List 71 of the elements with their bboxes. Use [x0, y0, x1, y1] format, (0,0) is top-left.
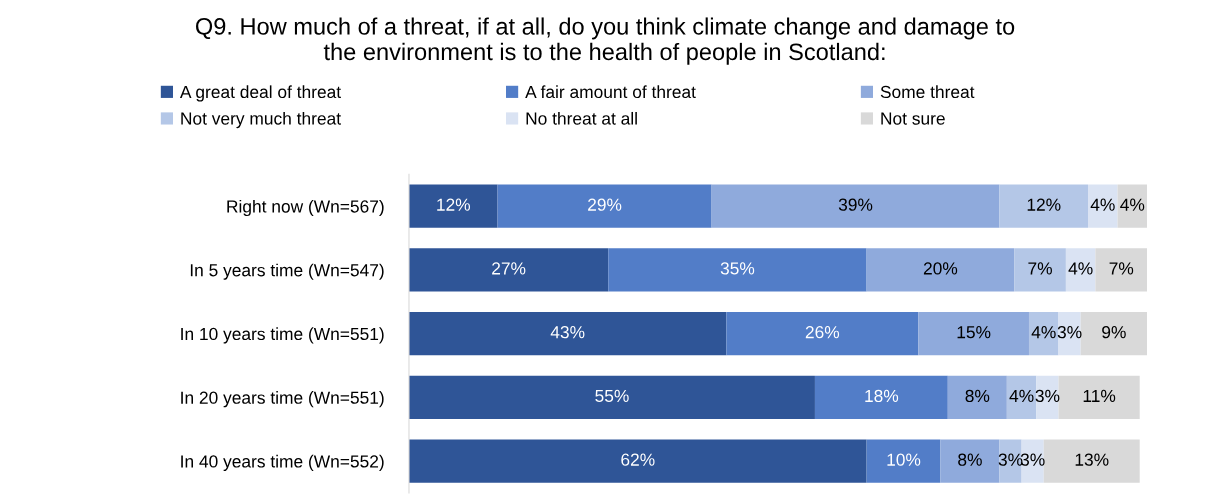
data-label: 8%	[958, 453, 982, 466]
bar	[1058, 375, 1140, 420]
bar	[1006, 375, 1037, 420]
data-label: 10%	[887, 453, 921, 466]
chart-title: Q9. How much of a threat, if at all, do you think climate change and damage to the environment is to the health of people in Scotland:	[196, 17, 1015, 65]
bar	[947, 375, 1007, 420]
data-label: 13%	[1075, 453, 1109, 466]
bar	[1088, 184, 1118, 228]
legend-label: No threat at all	[526, 111, 637, 125]
bar	[408, 375, 815, 420]
legend-label: Not sure	[881, 112, 945, 125]
data-label: 7%	[1028, 262, 1052, 275]
data-label: 4%	[1031, 326, 1056, 339]
y-tick-label: In 40 years time (Wn=552)	[181, 454, 384, 472]
data-label: 43%	[550, 326, 585, 339]
data-label: 4%	[1120, 198, 1145, 211]
data-label: 62%	[621, 453, 655, 466]
bar	[726, 311, 919, 356]
legend-label: Not very much threat	[181, 111, 341, 129]
bar	[999, 184, 1089, 228]
data-label: 20%	[923, 262, 958, 275]
data-label: 26%	[805, 326, 840, 339]
legend-label: A fair amount of threat	[525, 85, 696, 99]
bar	[1028, 311, 1059, 356]
y-tick-label: In 5 years time (Wn=547)	[190, 263, 384, 280]
bar	[866, 439, 941, 483]
bar	[1043, 439, 1140, 483]
bar	[1036, 375, 1059, 420]
bar	[608, 248, 867, 292]
bar	[408, 311, 727, 356]
bar	[1021, 439, 1044, 483]
data-label: 29%	[588, 198, 622, 211]
bar	[497, 184, 712, 228]
bar	[1014, 248, 1066, 292]
bar	[408, 184, 498, 228]
bar	[1117, 184, 1148, 228]
bar	[999, 439, 1022, 483]
data-label: 15%	[957, 326, 991, 339]
data-label: 11%	[1083, 389, 1116, 402]
data-label: 55%	[595, 389, 629, 403]
data-label: 9%	[1102, 326, 1126, 339]
data-label: 3%	[998, 453, 1023, 466]
data-label: 27%	[492, 262, 526, 275]
data-label: 12%	[437, 198, 471, 211]
bar	[866, 248, 1015, 292]
bar	[711, 184, 1000, 228]
data-label: 4%	[1009, 389, 1034, 402]
data-label: 7%	[1109, 262, 1134, 275]
bar	[1080, 311, 1148, 356]
data-label: 3%	[1035, 389, 1060, 403]
data-label: 35%	[720, 262, 755, 275]
legend-label: Some threat	[880, 85, 975, 99]
bar	[408, 439, 867, 483]
y-tick-label: In 10 years time (Wn=551)	[181, 327, 384, 344]
data-label: 12%	[1027, 198, 1061, 211]
legend-label: A great deal of threat	[179, 85, 341, 102]
bar	[1065, 248, 1096, 292]
bar	[814, 375, 948, 420]
data-label: 39%	[838, 198, 873, 211]
bar	[918, 311, 1029, 356]
bar	[408, 248, 609, 292]
bar	[1095, 248, 1148, 292]
data-label: 18%	[865, 389, 899, 403]
y-tick-label: In 20 years time (Wn=551)	[181, 391, 384, 408]
bar	[940, 439, 1000, 483]
data-label: 3%	[1020, 453, 1045, 466]
data-label: 8%	[965, 389, 990, 403]
y-tick-label: Right now (Wn=567)	[227, 199, 384, 217]
data-label: 4%	[1068, 262, 1093, 275]
data-label: 3%	[1057, 326, 1082, 339]
data-label: 4%	[1090, 198, 1115, 211]
